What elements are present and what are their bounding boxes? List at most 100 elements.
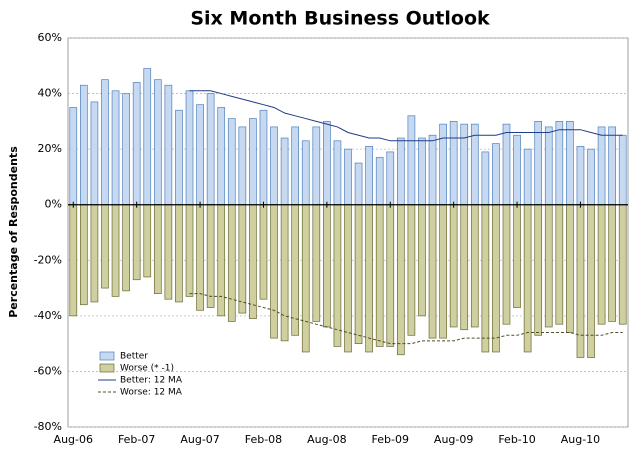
- bar: [101, 79, 109, 206]
- bar: [238, 126, 247, 206]
- bar: [270, 204, 278, 339]
- bar: [492, 204, 500, 353]
- bar: [407, 115, 416, 206]
- x-tick-label: Feb-10: [498, 433, 535, 446]
- bar: [291, 126, 300, 206]
- y-tick-label: -40%: [34, 309, 62, 322]
- x-tick-label: Aug-08: [307, 433, 346, 446]
- bar: [513, 204, 521, 308]
- ma-line: [189, 90, 623, 142]
- bar: [323, 121, 331, 206]
- bar: [449, 204, 458, 328]
- bar: [270, 126, 278, 206]
- bar: [354, 162, 363, 206]
- bar: [333, 204, 342, 347]
- bar: [608, 126, 616, 206]
- bar: [470, 204, 479, 328]
- y-axis-label: Percentage of Respondents: [7, 146, 20, 318]
- bar: [132, 82, 141, 206]
- bar: [375, 157, 384, 206]
- legend-label: Better: 12 MA: [120, 376, 183, 386]
- y-tick-label: -60%: [34, 364, 62, 377]
- x-tick-label: Aug-10: [561, 433, 600, 446]
- bar: [460, 123, 469, 206]
- bar: [280, 204, 289, 342]
- bar: [418, 204, 426, 317]
- bar: [175, 204, 183, 303]
- bar: [523, 204, 532, 353]
- bar: [153, 79, 162, 206]
- bar: [301, 140, 310, 206]
- bar: [69, 204, 78, 317]
- bar: [608, 204, 616, 322]
- bar: [576, 146, 585, 206]
- bar: [90, 204, 99, 303]
- y-tick-label: 20%: [38, 142, 62, 155]
- y-tick-label: 60%: [38, 31, 62, 44]
- bar: [249, 204, 257, 319]
- bar: [386, 151, 395, 206]
- bar: [301, 204, 310, 353]
- bar: [365, 204, 373, 353]
- bar: [481, 204, 490, 353]
- bar: [164, 84, 173, 206]
- bar: [122, 93, 130, 206]
- y-tick-label: -80%: [34, 420, 62, 433]
- bar: [544, 126, 553, 206]
- bar: [587, 148, 595, 206]
- bar: [481, 151, 490, 206]
- bar: [111, 90, 120, 206]
- bar: [513, 134, 521, 206]
- bar: [132, 204, 141, 281]
- chart-title: Six Month Business Outlook: [190, 8, 490, 30]
- bar: [428, 204, 437, 339]
- bar: [396, 204, 405, 356]
- y-tick-label: -20%: [34, 253, 62, 266]
- x-tick-label: Feb-07: [118, 433, 155, 446]
- bar: [534, 204, 543, 336]
- bar: [143, 68, 152, 206]
- x-tick-label: Aug-07: [180, 433, 219, 446]
- x-tick-label: Feb-08: [245, 433, 282, 446]
- bar: [618, 134, 627, 206]
- bar: [227, 118, 236, 206]
- bar: [502, 123, 511, 206]
- bar: [534, 121, 543, 206]
- bar: [344, 148, 352, 206]
- bar: [323, 204, 331, 328]
- bar: [196, 204, 204, 311]
- bar: [566, 204, 574, 333]
- bar: [259, 109, 268, 206]
- bar: [175, 109, 183, 206]
- bar: [217, 204, 226, 317]
- bar: [101, 204, 109, 289]
- bar: [227, 204, 236, 322]
- bar: [396, 137, 405, 206]
- bar: [80, 84, 88, 206]
- bar: [407, 204, 416, 336]
- bar: [312, 126, 321, 206]
- bar: [164, 204, 173, 300]
- bar: [354, 204, 363, 344]
- x-tick-label: Aug-06: [54, 433, 93, 446]
- bar: [143, 204, 152, 278]
- bar: [566, 121, 574, 206]
- bar: [428, 134, 437, 206]
- bar: [185, 204, 194, 297]
- bar: [333, 140, 342, 206]
- bar: [206, 93, 215, 206]
- bar: [439, 204, 447, 339]
- legend-label: Worse: 12 MA: [120, 388, 183, 398]
- bar: [386, 204, 395, 347]
- bar: [206, 204, 215, 308]
- bar: [502, 204, 511, 325]
- bar: [365, 146, 373, 206]
- bar: [597, 126, 606, 206]
- bar: [555, 121, 564, 206]
- bar: [111, 204, 120, 297]
- bar: [418, 137, 426, 206]
- bar: [80, 204, 88, 306]
- bar: [249, 118, 257, 206]
- bar: [492, 143, 500, 206]
